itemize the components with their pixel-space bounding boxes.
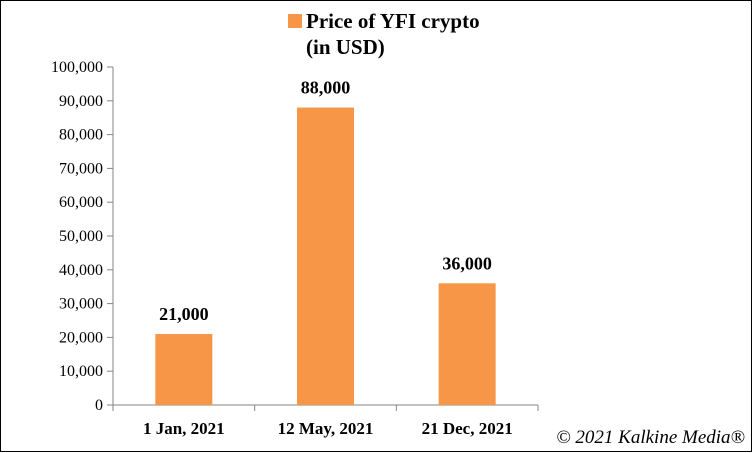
bar-value-label: 21,000 [159, 304, 209, 324]
x-tick-label: 21 Dec, 2021 [422, 419, 513, 438]
bar [438, 283, 496, 405]
y-tick-label: 30,000 [59, 296, 103, 313]
y-tick-label: 70,000 [59, 160, 103, 177]
bar [155, 334, 213, 405]
x-axis: 1 Jan, 2021 12 May, 2021 21 Dec, 2021 [112, 404, 539, 438]
y-tick-label: 100,000 [51, 59, 103, 76]
bar-value-label: 88,000 [301, 78, 351, 98]
y-tick-label: 60,000 [59, 194, 103, 211]
legend-label-line2: (in USD) [306, 35, 385, 59]
y-tick-label: 80,000 [59, 127, 103, 144]
legend-swatch [288, 14, 302, 28]
y-axis: 0 10,000 20,000 30,000 40,000 50,000 60,000 70,… [51, 59, 114, 414]
legend: Price of YFI crypto (in USD) [288, 9, 480, 59]
x-tick-label: 12 May, 2021 [278, 419, 374, 438]
y-tick-label: 40,000 [59, 262, 103, 279]
y-tick-label: 50,000 [59, 228, 103, 245]
bar-value-label: 36,000 [442, 253, 492, 273]
y-tick-label: 10,000 [59, 363, 103, 380]
bar [297, 107, 354, 405]
y-tick-label: 0 [95, 397, 103, 414]
legend-label-line1: Price of YFI crypto [306, 9, 480, 33]
y-tick-label: 20,000 [59, 329, 103, 346]
y-tick-label: 90,000 [59, 93, 103, 110]
copyright-credit: © 2021 Kalkine Media® [556, 427, 745, 448]
bars: 21,000 88,000 36,000 [155, 78, 496, 405]
x-tick-label: 1 Jan, 2021 [143, 419, 225, 438]
